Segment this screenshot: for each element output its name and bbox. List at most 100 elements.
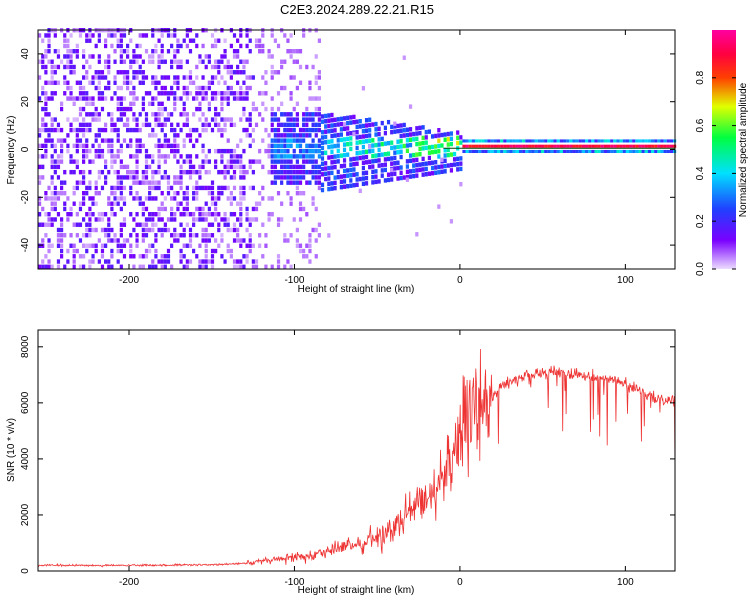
heatmap-cell [148,164,152,170]
heatmap-cell [94,227,98,233]
heatmap-cell [154,43,158,49]
heatmap-cell [135,59,139,64]
heatmap-cell [47,217,51,222]
heatmap-cell [41,64,45,70]
heatmap-cell [660,139,664,143]
heatmap-cell [289,143,293,149]
heatmap-cell [276,122,281,128]
heatmap-cell [144,180,149,185]
heatmap-cell [173,138,177,143]
heatmap-cell [198,217,202,222]
heatmap-cell [97,217,101,222]
heatmap-cell [100,106,105,112]
heatmap-cell [220,133,224,138]
heatmap-cell [449,162,454,168]
heatmap-cell [220,217,224,222]
heatmap-cell [226,64,230,70]
heatmap-cell [78,80,83,85]
heatmap-cell [132,70,136,75]
heatmap-cell [248,133,252,138]
heatmap-cell [201,96,205,101]
heatmap-cell [151,59,155,64]
heatmap-cell [204,201,208,206]
heatmap-cell [603,139,608,143]
heatmap-cell [91,112,95,117]
heatmap-cell [270,117,274,122]
heatmap-cell [198,259,202,264]
heatmap-cell [129,138,133,143]
heatmap-cell [163,154,167,159]
heatmap-cell [138,112,142,117]
heatmap-cell [38,175,42,180]
heatmap-cell [100,148,105,154]
heatmap-cell [132,96,136,101]
heatmap-cell [270,96,274,101]
heatmap-cell [132,112,136,117]
heatmap-cell [75,96,79,101]
heatmap-cell [188,127,193,133]
heatmap-cell [374,174,378,179]
heatmap-cell [286,259,290,264]
heatmap-cell [342,122,347,127]
heatmap-cell [166,217,171,222]
heatmap-cell [327,144,331,150]
heatmap-cell [44,106,48,112]
heatmap-cell [214,64,218,70]
heatmap-cell [72,201,76,206]
heatmap-cell [229,201,233,206]
heatmap-cell [242,127,246,133]
heatmap-cell [251,75,255,80]
heatmap-cell [119,38,123,43]
heatmap-cell [151,264,155,269]
heatmap-cell [210,233,215,238]
heatmap-cell [427,129,432,134]
heatmap-cell [283,164,287,170]
heatmap-cell [239,190,243,196]
heatmap-cell [258,112,262,117]
heatmap-cell [91,33,95,38]
heatmap-cell [500,139,504,143]
heatmap-cell [405,177,410,182]
heatmap-cell [229,148,233,154]
heatmap-cell [311,164,315,170]
heatmap-cell [245,59,249,64]
heatmap-cell [346,141,350,147]
heatmap-cell [314,96,318,101]
heatmap-cell [553,139,557,143]
heatmap-cell [330,123,334,128]
heatmap-cell [534,144,538,148]
heatmap-cell [437,149,441,154]
heatmap-cell [47,49,51,54]
heatmap-cell [148,59,152,64]
heatmap-cell [298,180,303,185]
heatmap-cell [232,238,237,243]
heatmap-cell [157,122,161,128]
heatmap-cell [443,158,447,163]
heatmap-cell [97,117,101,122]
heatmap-cell [236,91,240,96]
heatmap-cell [245,117,249,122]
heatmap-cell [44,96,48,101]
heatmap-cell [160,143,164,149]
heatmap-cell [113,59,117,64]
heatmap-cell [163,169,167,175]
heatmap-cell [223,91,227,96]
heatmap-cell [100,185,105,191]
heatmap-cell [232,227,237,233]
heatmap-cell [100,154,105,159]
heatmap-cell [305,254,309,259]
heatmap-cell [132,85,136,91]
heatmap-cell [481,149,485,154]
heatmap-cell [424,145,428,151]
heatmap-cell [204,85,208,91]
heatmap-cell [166,75,171,80]
heatmap-cell [273,117,277,122]
heatmap-cell [110,164,114,170]
heatmap-cell [214,164,218,170]
heatmap-cell [236,264,240,269]
heatmap-cell [430,150,435,155]
heatmap-cell [264,80,268,85]
heatmap-cell [251,159,255,164]
heatmap-cell [509,149,513,154]
heatmap-cell [644,144,648,148]
